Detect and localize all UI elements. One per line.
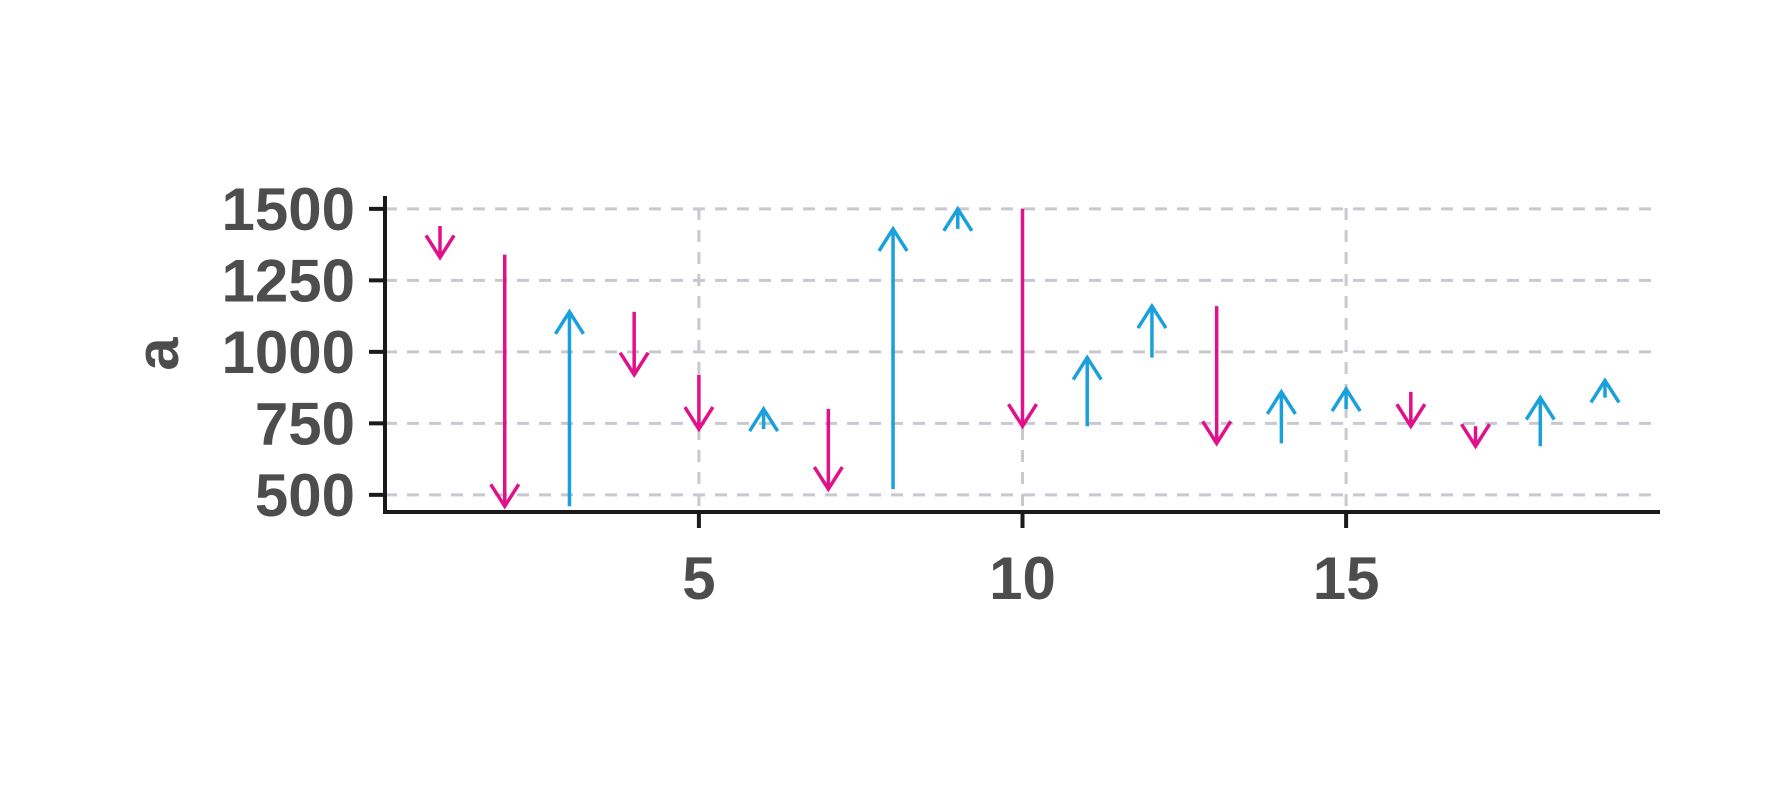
y-tick-label-1500: 1500: [222, 176, 355, 243]
y-tick-label-750: 750: [255, 390, 355, 457]
arrow-3-up: [553, 308, 585, 507]
arrow-18-up: [1524, 394, 1556, 447]
arrow-12-up: [1136, 302, 1168, 358]
x-tick-label-5: 5: [682, 545, 715, 612]
arrow-2-down: [489, 254, 521, 510]
arrow-17-down: [1460, 423, 1492, 450]
arrow-9-up: [942, 205, 974, 232]
arrow-series: [424, 205, 1621, 510]
arrow-15-up: [1330, 385, 1362, 412]
arrow-7-down: [812, 409, 844, 493]
x-tick-label-15: 15: [1313, 545, 1380, 612]
grid-lines: [385, 207, 1652, 512]
arrow-13-down: [1201, 306, 1233, 447]
arrow-8-up: [877, 225, 909, 490]
y-axis-title: a: [124, 337, 191, 371]
axes: [369, 196, 1660, 528]
arrow-11-up: [1071, 354, 1103, 427]
arrow-6-up: [748, 405, 780, 432]
arrow-16-down: [1395, 391, 1427, 430]
y-tick-label-500: 500: [255, 462, 355, 529]
arrow-14-up: [1265, 388, 1297, 444]
arrow-10-down: [1007, 208, 1038, 430]
arrow-1-down: [424, 226, 456, 261]
y-tick-label-1250: 1250: [222, 247, 355, 314]
x-tick-label-10: 10: [989, 545, 1056, 612]
arrow-5-down: [683, 374, 715, 433]
arrow-4-down: [618, 311, 650, 378]
y-tick-label-1000: 1000: [222, 319, 355, 386]
arrow-19-up: [1589, 377, 1621, 404]
